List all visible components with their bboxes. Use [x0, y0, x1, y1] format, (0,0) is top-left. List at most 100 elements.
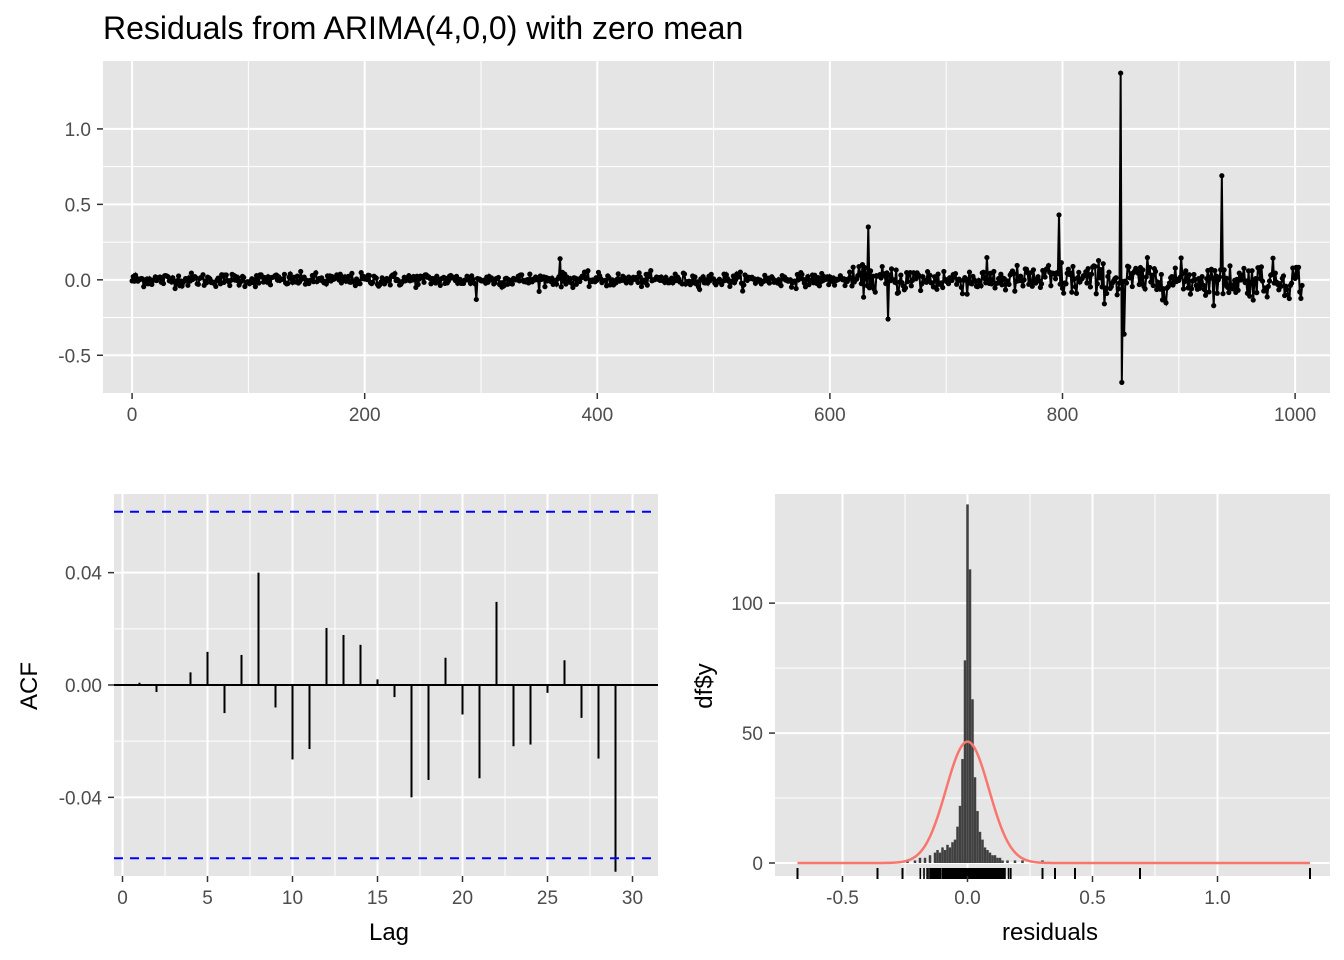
residual-point: [1229, 286, 1235, 292]
residual-point: [1258, 264, 1264, 270]
residual-point: [1280, 273, 1287, 279]
residual-point: [863, 275, 869, 281]
residual-point: [1214, 290, 1220, 296]
residual-point: [1093, 291, 1099, 297]
x-tick-label: 0.0: [954, 888, 980, 909]
residual-point: [242, 283, 248, 290]
residual-point: [868, 268, 874, 274]
x-tick-label: 0: [127, 405, 138, 426]
residual-point: [366, 272, 372, 279]
residual-point: [472, 281, 478, 287]
residual-point: [858, 281, 864, 287]
residual-point: [1014, 262, 1020, 269]
residual-point: [959, 291, 966, 297]
residual-point: [415, 281, 421, 288]
residual-point: [1249, 268, 1255, 274]
residual-point: [1070, 263, 1076, 270]
histogram-x-axis-title: residuals: [1002, 919, 1098, 946]
x-tick-label: 5: [202, 888, 213, 909]
residual-point: [1092, 263, 1098, 270]
residual-point: [964, 291, 970, 297]
residual-point: [1058, 260, 1064, 266]
residual-point: [203, 280, 210, 286]
histogram-bar: [1021, 860, 1024, 864]
residual-point: [1045, 262, 1052, 269]
residual-point: [287, 271, 293, 277]
residual-point: [1284, 286, 1290, 293]
residual-point: [1172, 265, 1178, 271]
residual-point: [892, 279, 898, 286]
histogram-bar: [986, 850, 989, 864]
histogram-bar: [948, 847, 952, 864]
residual-point: [1020, 283, 1026, 289]
residual-point: [160, 280, 167, 287]
residual-point: [387, 282, 393, 288]
residual-point: [1191, 271, 1197, 278]
histogram-bar: [958, 805, 962, 864]
residual-point: [850, 264, 856, 270]
x-tick-label: 15: [367, 888, 388, 909]
residuals-y-axis: -0.5 0.0 0.5 1.0: [58, 120, 103, 367]
residual-point: [635, 279, 641, 286]
histogram-bar: [913, 860, 917, 864]
residual-point: [1115, 286, 1121, 292]
y-tick-label: -0.5: [58, 346, 91, 367]
residual-point: [1147, 264, 1153, 271]
residual-point: [345, 273, 351, 279]
residual-point: [1235, 287, 1241, 293]
residual-point: [793, 285, 799, 292]
residual-point: [473, 296, 479, 303]
x-tick-label: 30: [622, 888, 643, 909]
x-tick-label: 0: [117, 888, 128, 909]
residual-point: [1296, 264, 1302, 270]
residual-point: [509, 281, 515, 287]
residual-point: [185, 282, 191, 288]
residual-point: [637, 274, 643, 280]
residual-point: [1114, 292, 1120, 298]
residual-point: [1105, 273, 1111, 280]
x-tick-label: 1000: [1274, 405, 1316, 426]
residual-point: [542, 284, 548, 290]
residual-point: [1028, 279, 1034, 285]
residual-point: [1200, 282, 1206, 288]
residual-point: [492, 280, 498, 286]
residual-point: [981, 275, 988, 282]
histogram-bar: [991, 855, 994, 864]
residual-point: [349, 270, 355, 276]
residual-point: [929, 280, 935, 286]
acf-y-axis: -0.04 0.00 0.04: [59, 564, 114, 809]
residual-point: [188, 270, 194, 276]
residual-point: [999, 282, 1005, 288]
residuals-panel-background: [103, 61, 1330, 393]
residual-point: [913, 276, 919, 282]
residual-point: [736, 274, 742, 280]
histogram-bar: [951, 842, 954, 864]
residual-point: [1265, 283, 1271, 290]
y-tick-label: 0: [752, 854, 763, 875]
residual-point: [898, 272, 904, 278]
histogram-bar: [918, 857, 922, 864]
residual-point: [1076, 269, 1082, 275]
residuals-panel: -0.5 0.0 0.5 1.0 0 200 400 600 800 1000: [58, 61, 1330, 426]
residual-point: [1206, 289, 1212, 295]
residual-point: [256, 280, 262, 286]
y-tick-label: 0.5: [65, 195, 91, 216]
residual-point: [1198, 278, 1204, 285]
histogram-bar: [996, 857, 999, 864]
residual-point: [235, 275, 241, 281]
residual-point: [938, 280, 945, 286]
histogram-x-axis: -0.5 0.0 0.5 1.0: [826, 876, 1231, 909]
residual-point: [940, 284, 946, 291]
residual-point: [849, 283, 855, 289]
residual-point: [553, 281, 560, 287]
residual-point: [1179, 271, 1185, 277]
residuals-x-axis: 0 200 400 600 800 1000: [127, 393, 1316, 426]
residual-point: [313, 270, 319, 276]
residual-point: [1199, 274, 1205, 280]
residual-point: [799, 271, 805, 278]
y-tick-label: 0.00: [65, 676, 102, 697]
residual-point: [586, 283, 592, 290]
x-tick-label: 800: [1047, 405, 1079, 426]
residual-point: [1142, 286, 1148, 292]
